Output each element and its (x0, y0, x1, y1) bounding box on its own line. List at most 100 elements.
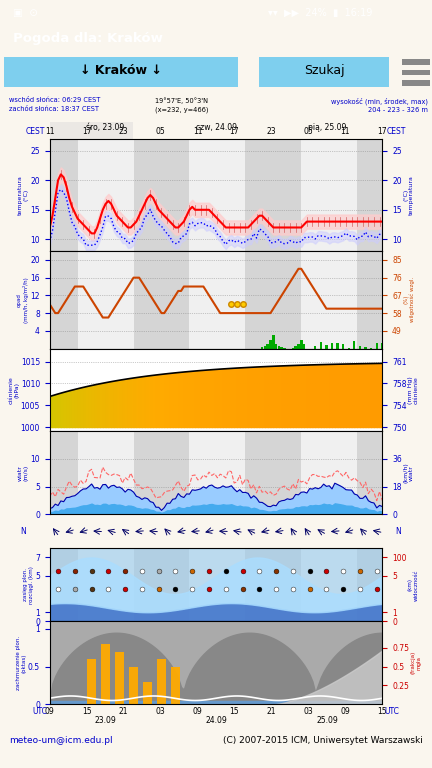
Bar (301, 251, 357, 349)
Bar (133, 139, 190, 251)
Bar (292, 348, 294, 349)
Bar (129, 667, 138, 704)
Bar (245, 139, 301, 251)
Bar (245, 548, 301, 621)
Y-axis label: temperatura
(°C): temperatura (°C) (18, 175, 29, 215)
Bar (190, 432, 245, 515)
Bar (320, 342, 322, 349)
Text: pią, 25.09: pią, 25.09 (308, 123, 346, 132)
Text: 23: 23 (119, 127, 128, 137)
Text: Szukaj: Szukaj (304, 65, 344, 78)
Bar (4, 57, 238, 87)
Bar (357, 139, 385, 251)
Y-axis label: wiatr
(m/s): wiatr (m/s) (18, 465, 29, 481)
Y-axis label: (km/h)
wiatr: (km/h) wiatr (403, 462, 414, 483)
Bar (269, 339, 272, 349)
Text: 21: 21 (119, 707, 128, 717)
Bar (50, 432, 78, 515)
Y-axis label: (°C)
temperatura: (°C) temperatura (403, 175, 414, 215)
Text: N: N (21, 527, 26, 536)
Bar (280, 347, 283, 349)
Text: CEST: CEST (26, 127, 45, 137)
Bar (357, 548, 385, 621)
Y-axis label: (mm Hg)
ciśnienie: (mm Hg) ciśnienie (408, 376, 419, 404)
Bar (359, 346, 361, 349)
Y-axis label: ciśnienie
(hPa): ciśnienie (hPa) (8, 376, 19, 404)
Bar (50, 139, 78, 251)
Text: 24.09: 24.09 (205, 716, 227, 725)
Bar (78, 251, 133, 349)
Bar (245, 432, 301, 515)
Bar (267, 344, 269, 349)
Bar (264, 346, 266, 349)
Bar (375, 343, 378, 349)
Bar (297, 344, 300, 349)
Text: ▣  ⊙: ▣ ⊙ (13, 8, 38, 18)
Text: śro, 23.09: śro, 23.09 (86, 123, 124, 132)
Bar (325, 346, 327, 349)
Bar (402, 81, 430, 86)
Text: (C) 2007-2015 ICM, Uniwersytet Warszawski: (C) 2007-2015 ICM, Uniwersytet Warszawsk… (223, 736, 423, 745)
Bar (294, 346, 297, 349)
Text: 23: 23 (267, 127, 276, 137)
Bar (133, 548, 190, 621)
Bar (50, 548, 78, 621)
Bar (402, 70, 430, 75)
Bar (133, 122, 299, 139)
Text: wysokość (min, środek, max)
204 - 223 - 326 m: wysokość (min, środek, max) 204 - 223 - … (330, 98, 428, 114)
Text: CEST: CEST (387, 127, 406, 137)
Text: 05: 05 (156, 127, 165, 137)
Y-axis label: (%)
wilgotność wzgl.: (%) wilgotność wzgl. (403, 277, 415, 323)
Y-axis label: (km)
widoczność: (km) widoczność (408, 569, 419, 601)
Bar (357, 432, 385, 515)
Bar (157, 659, 166, 704)
Bar (190, 251, 245, 349)
Text: N: N (396, 527, 401, 536)
Bar (348, 348, 350, 349)
Text: UTC: UTC (385, 707, 400, 717)
Text: 11: 11 (340, 127, 350, 137)
Bar (337, 343, 339, 349)
Y-axis label: zachmurzenie plon.
(oktas): zachmurzenie plon. (oktas) (16, 636, 26, 690)
Text: 09: 09 (45, 707, 54, 717)
Bar (78, 432, 133, 515)
Bar (278, 346, 280, 349)
Y-axis label: zasięg plon.
rozciągl. (km): zasięg plon. rozciągl. (km) (23, 566, 34, 604)
Bar (381, 343, 384, 349)
Text: ↓ Kraków ↓: ↓ Kraków ↓ (80, 65, 162, 78)
Bar (190, 139, 245, 251)
Text: 09: 09 (340, 707, 350, 717)
Bar (357, 251, 385, 349)
Bar (301, 139, 357, 251)
Y-axis label: (frakcja)
mgła: (frakcja) mgła (410, 651, 421, 674)
Text: 09: 09 (193, 707, 203, 717)
Text: 17: 17 (378, 127, 387, 137)
Text: 05: 05 (304, 127, 313, 137)
Text: 15: 15 (378, 707, 387, 717)
Text: 21: 21 (267, 707, 276, 717)
Text: ▾▾  ▶▶  24%  ▮  16:19: ▾▾ ▶▶ 24% ▮ 16:19 (268, 8, 372, 18)
Text: 11: 11 (45, 127, 54, 137)
Bar (314, 346, 316, 349)
Bar (133, 432, 190, 515)
Bar (115, 651, 124, 704)
Text: 15: 15 (82, 707, 92, 717)
Text: UTC: UTC (32, 707, 47, 717)
Bar (275, 344, 277, 349)
Text: 25.09: 25.09 (316, 716, 338, 725)
Bar (143, 682, 152, 704)
Text: 19°57'E, 50°3'N
(x=232, y=466): 19°57'E, 50°3'N (x=232, y=466) (155, 98, 208, 113)
Bar (301, 548, 357, 621)
Bar (50, 122, 133, 139)
Text: meteo-um@icm.edu.pl: meteo-um@icm.edu.pl (9, 736, 112, 745)
Bar (78, 548, 133, 621)
Bar (50, 251, 78, 349)
Bar (87, 659, 96, 704)
Bar (300, 339, 302, 349)
Text: czw, 24.09: czw, 24.09 (196, 123, 236, 132)
Bar (303, 344, 305, 349)
Text: Pogoda dla: Kraków: Pogoda dla: Kraków (13, 31, 163, 45)
Text: 11: 11 (193, 127, 202, 137)
Text: 17: 17 (82, 127, 92, 137)
Text: 17: 17 (230, 127, 239, 137)
